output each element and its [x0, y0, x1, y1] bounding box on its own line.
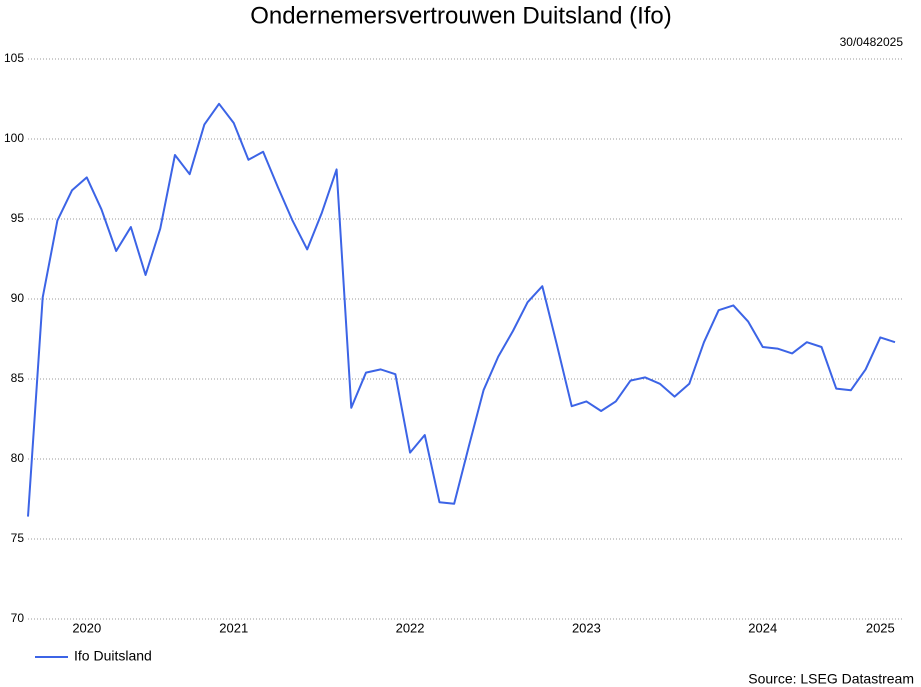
data-line — [27, 102, 896, 517]
x-tick-label: 2025 — [866, 620, 895, 635]
y-tick-label: 105 — [4, 51, 24, 65]
y-tick-label: 100 — [4, 131, 24, 145]
y-tick-label: 90 — [11, 291, 25, 305]
x-tick-label: 2021 — [219, 620, 248, 635]
y-tick-label: 95 — [11, 211, 25, 225]
y-tick-label: 85 — [11, 371, 25, 385]
x-tick-label: 2020 — [72, 620, 101, 635]
date: 30/0482025 — [840, 35, 904, 49]
x-tick-label: 2024 — [748, 620, 777, 635]
legend-label: Ifo Duitsland — [74, 648, 152, 664]
source: Source: LSEG Datastream — [748, 671, 914, 687]
chart-title: Ondernemersvertrouwen Duitsland (Ifo) — [250, 2, 672, 29]
x-tick-label: 2022 — [396, 620, 425, 635]
y-tick-label: 70 — [11, 611, 25, 625]
x-tick-label: 2023 — [572, 620, 601, 635]
y-tick-label: 80 — [11, 451, 25, 465]
y-tick-label: 75 — [11, 531, 25, 545]
